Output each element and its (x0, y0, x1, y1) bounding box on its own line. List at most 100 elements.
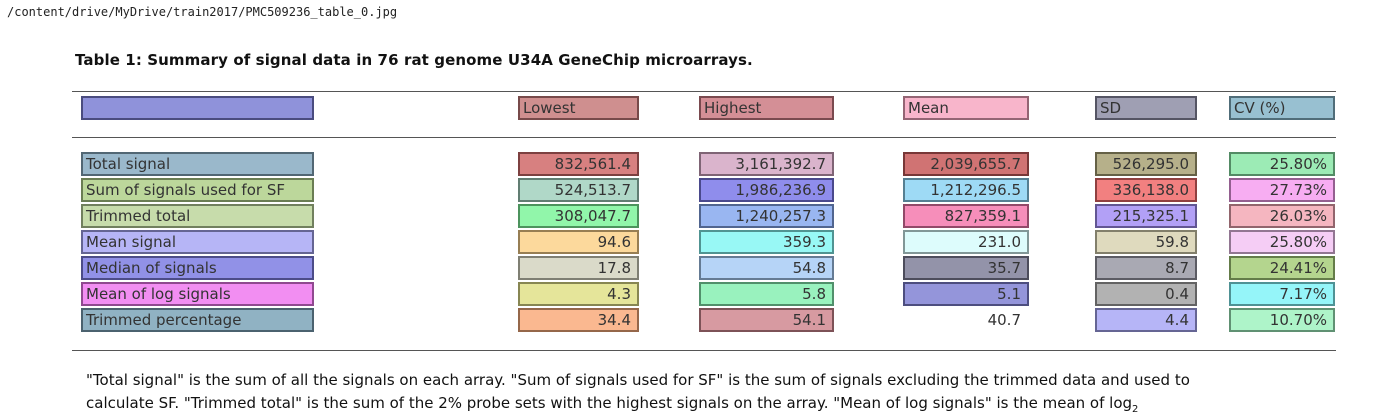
box-corner-marker (81, 279, 86, 280)
box-corner-marker (903, 279, 908, 280)
cell-highest: 3,161,392.7 (699, 152, 834, 176)
header-rule (72, 137, 1336, 138)
box-corner-marker (699, 175, 704, 176)
box-corner-marker (903, 331, 908, 332)
box-corner-marker (903, 201, 908, 202)
table-top-rule (72, 91, 1336, 92)
box-corner-marker (903, 253, 908, 254)
box-corner-marker (1095, 175, 1100, 176)
box-corner-marker (699, 119, 704, 120)
box-corner-marker (699, 227, 704, 228)
box-corner-marker (699, 279, 704, 280)
cell-label: Mean of log signals (81, 282, 314, 306)
file-path: /content/drive/MyDrive/train2017/PMC5092… (7, 5, 398, 19)
cell-mean: 827,359.1 (903, 204, 1029, 228)
box-corner-marker (518, 227, 523, 228)
box-corner-marker (1095, 279, 1100, 280)
box-corner-marker (1095, 119, 1100, 120)
cell-cv: 25.80% (1229, 230, 1335, 254)
box-corner-marker (518, 119, 523, 120)
table-bottom-rule (72, 350, 1336, 351)
box-corner-marker (81, 119, 86, 120)
box-corner-marker (699, 331, 704, 332)
box-corner-marker (1229, 253, 1234, 254)
cell-sd: 336,138.0 (1095, 178, 1197, 202)
cell-highest: 5.8 (699, 282, 834, 306)
cell-cv: 26.03% (1229, 204, 1335, 228)
cell-cv: 24.41% (1229, 256, 1335, 280)
box-corner-marker (518, 305, 523, 306)
cell-label: Mean signal (81, 230, 314, 254)
cell-highest: 359.3 (699, 230, 834, 254)
cell-highest: 54.8 (699, 256, 834, 280)
header-lowest: Lowest (518, 96, 639, 120)
cell-label: Trimmed percentage (81, 308, 314, 332)
box-corner-marker (1229, 331, 1234, 332)
box-corner-marker (518, 331, 523, 332)
cell-sd: 215,325.1 (1095, 204, 1197, 228)
box-corner-marker (1095, 227, 1100, 228)
cell-cv: 27.73% (1229, 178, 1335, 202)
cell-lowest: 308,047.7 (518, 204, 639, 228)
cell-mean: 35.7 (903, 256, 1029, 280)
table-title: Table 1: Summary of signal data in 76 ra… (75, 51, 753, 69)
cell-mean: 231.0 (903, 230, 1029, 254)
box-corner-marker (81, 253, 86, 254)
box-corner-marker (1095, 305, 1100, 306)
box-corner-marker (1095, 331, 1100, 332)
box-corner-marker (903, 175, 908, 176)
box-corner-marker (518, 175, 523, 176)
cell-mean: 40.7 (903, 308, 1029, 332)
header-sd: SD (1095, 96, 1197, 120)
header-label (81, 96, 314, 120)
footnote-line-2: calculate SF. "Trimmed total" is the sum… (86, 394, 1139, 415)
cell-label: Sum of signals used for SF (81, 178, 314, 202)
cell-cv: 25.80% (1229, 152, 1335, 176)
box-corner-marker (81, 227, 86, 228)
box-corner-marker (81, 331, 86, 332)
cell-highest: 1,240,257.3 (699, 204, 834, 228)
box-corner-marker (699, 253, 704, 254)
cell-highest: 1,986,236.9 (699, 178, 834, 202)
cell-cv: 7.17% (1229, 282, 1335, 306)
cell-sd: 59.8 (1095, 230, 1197, 254)
cell-label: Trimmed total (81, 204, 314, 228)
box-corner-marker (1229, 119, 1234, 120)
cell-lowest: 4.3 (518, 282, 639, 306)
cell-cv: 10.70% (1229, 308, 1335, 332)
box-corner-marker (699, 201, 704, 202)
cell-label: Total signal (81, 152, 314, 176)
cell-mean: 5.1 (903, 282, 1029, 306)
box-corner-marker (1095, 201, 1100, 202)
box-corner-marker (1229, 305, 1234, 306)
box-corner-marker (1229, 175, 1234, 176)
header-mean: Mean (903, 96, 1029, 120)
footnote-line-1: "Total signal" is the sum of all the sig… (86, 371, 1190, 389)
cell-sd: 0.4 (1095, 282, 1197, 306)
header-cv: CV (%) (1229, 96, 1335, 120)
box-corner-marker (81, 305, 86, 306)
header-highest: Highest (699, 96, 834, 120)
cell-mean: 2,039,655.7 (903, 152, 1029, 176)
box-corner-marker (518, 279, 523, 280)
cell-sd: 8.7 (1095, 256, 1197, 280)
cell-lowest: 17.8 (518, 256, 639, 280)
cell-lowest: 524,513.7 (518, 178, 639, 202)
box-corner-marker (518, 253, 523, 254)
box-corner-marker (699, 305, 704, 306)
cell-highest: 54.1 (699, 308, 834, 332)
cell-label: Median of signals (81, 256, 314, 280)
cell-sd: 526,295.0 (1095, 152, 1197, 176)
cell-mean: 1,212,296.5 (903, 178, 1029, 202)
box-corner-marker (1229, 279, 1234, 280)
box-corner-marker (903, 119, 908, 120)
box-corner-marker (1095, 253, 1100, 254)
cell-lowest: 832,561.4 (518, 152, 639, 176)
cell-lowest: 94.6 (518, 230, 639, 254)
cell-sd: 4.4 (1095, 308, 1197, 332)
box-corner-marker (1229, 201, 1234, 202)
cell-lowest: 34.4 (518, 308, 639, 332)
box-corner-marker (518, 201, 523, 202)
box-corner-marker (1229, 227, 1234, 228)
box-corner-marker (903, 227, 908, 228)
